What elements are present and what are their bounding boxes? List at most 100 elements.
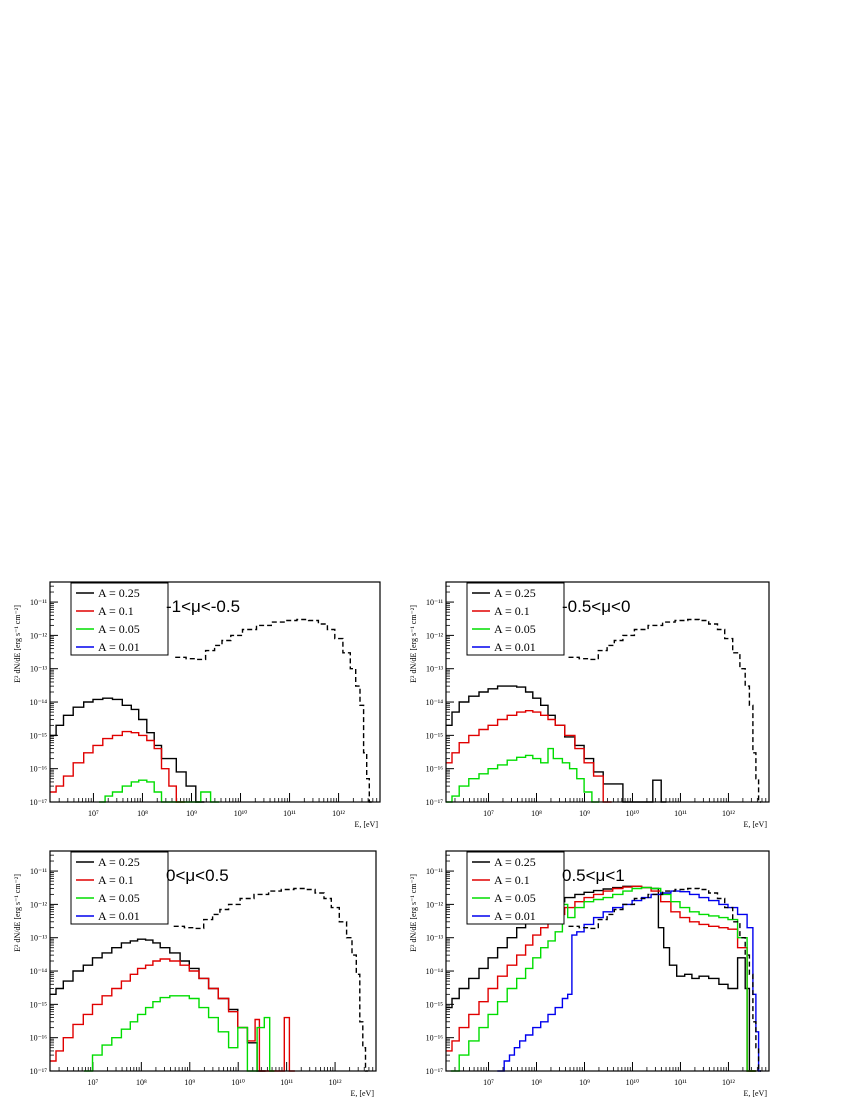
chart-panel-1: 10⁻¹⁷ 10⁻¹⁶ 10⁻¹⁵ 10⁻¹⁴ 10⁻¹³ 10⁻¹² 10⁻¹¹ 10⁷ 10…	[13, 581, 381, 829]
y-tick-label: 10⁻¹²	[30, 900, 48, 909]
x-axis-label: E, [eV]	[354, 820, 378, 829]
series-dashed-line	[568, 618, 761, 803]
x-tick-label: 10⁸	[531, 1078, 542, 1087]
y-tick-label: 10⁻¹⁷	[30, 1067, 48, 1076]
chart-panel-3: 10⁻¹⁷ 10⁻¹⁶ 10⁻¹⁵ 10⁻¹⁴ 10⁻¹³ 10⁻¹² 10⁻¹¹ 10⁷ 10…	[13, 850, 377, 1098]
x-axis-label: E, [eV]	[743, 1089, 767, 1098]
legend-entry-label: A = 0.05	[98, 891, 140, 905]
legend-entry-label: A = 0.25	[98, 586, 140, 600]
x-tick-label: 10¹⁰	[234, 809, 248, 818]
plot-frame	[49, 581, 381, 803]
x-tick-label: 10⁸	[136, 1078, 147, 1087]
legend-box	[466, 851, 565, 925]
legend-entry-label: A = 0.05	[98, 622, 140, 636]
x-axis-label: E, [eV]	[350, 1089, 374, 1098]
y-tick-label: 10⁻¹²	[426, 900, 444, 909]
y-tick-label: 10⁻¹⁶	[30, 765, 48, 774]
y-tick-label: 10⁻¹¹	[426, 598, 444, 607]
legend-entry-label: A = 0.25	[494, 855, 536, 869]
x-tick-label: 10¹²	[332, 809, 345, 818]
legend-entry-label: A = 0.05	[494, 622, 536, 636]
x-tick-label: 10⁷	[483, 1078, 494, 1087]
series-line-2	[50, 958, 295, 1072]
y-tick-label: 10⁻¹⁴	[30, 967, 48, 976]
legend: A = 0.25 A = 0.1 A = 0.05 A = 0.01	[70, 851, 169, 925]
y-tick-label: 10⁻¹⁶	[30, 1034, 48, 1043]
x-tick-label: 10¹¹	[674, 809, 687, 818]
y-axis-label: E² dN/dE [erg s⁻¹ cm⁻²]	[13, 874, 22, 952]
legend-entry-label: A = 0.01	[98, 640, 140, 654]
series-line-3	[84, 995, 275, 1072]
legend-box	[70, 582, 169, 656]
y-tick-label: 10⁻¹⁷	[426, 1067, 444, 1076]
legend: A = 0.25 A = 0.1 A = 0.05 A = 0.01	[70, 582, 169, 656]
legend-entry-label: A = 0.25	[494, 586, 536, 600]
y-tick-label: 10⁻¹⁵	[426, 1000, 444, 1009]
series-line-3	[450, 886, 756, 1072]
y-tick-label: 10⁻¹¹	[426, 867, 444, 876]
panel-annotation: 0<μ<0.5	[166, 866, 229, 885]
y-tick-label: 10⁻¹¹	[30, 867, 48, 876]
legend-entry-label: A = 0.1	[494, 604, 530, 618]
series-line-1	[446, 685, 667, 803]
series-dashed-line	[568, 887, 761, 1072]
y-tick-label: 10⁻¹⁶	[426, 1034, 444, 1043]
y-tick-label: 10⁻¹⁴	[30, 698, 48, 707]
x-tick-label: 10⁷	[483, 809, 494, 818]
plot-frame	[445, 850, 770, 1072]
y-tick-label: 10⁻¹³	[30, 934, 48, 943]
y-tick-label: 10⁻¹⁵	[30, 1000, 48, 1009]
y-tick-label: 10⁻¹⁵	[426, 731, 444, 740]
x-tick-label: 10¹⁰	[231, 1078, 245, 1087]
y-tick-label: 10⁻¹⁴	[426, 698, 444, 707]
y-axis-label: E² dN/dE [erg s⁻¹ cm⁻²]	[13, 605, 22, 683]
y-tick-label: 10⁻¹³	[426, 665, 444, 674]
series-line-3	[99, 779, 220, 803]
series-line-2	[446, 710, 612, 803]
x-tick-label: 10¹²	[722, 1078, 735, 1087]
panel-annotation: -0.5<μ<0	[562, 597, 630, 616]
x-axis-label: E, [eV]	[743, 820, 767, 829]
plot-frame	[49, 850, 377, 1072]
y-tick-label: 10⁻¹⁷	[30, 798, 48, 807]
legend-entry-label: A = 0.01	[494, 909, 536, 923]
chart-panel-2: 10⁻¹⁷ 10⁻¹⁶ 10⁻¹⁵ 10⁻¹⁴ 10⁻¹³ 10⁻¹² 10⁻¹¹ 10⁷ 10…	[409, 581, 770, 829]
legend: A = 0.25 A = 0.1 A = 0.05 A = 0.01	[466, 582, 565, 656]
series-dashed-line	[173, 887, 368, 1072]
legend-entry-label: A = 0.1	[98, 873, 134, 887]
series-dashed-line	[175, 618, 372, 803]
x-tick-label: 10¹¹	[283, 809, 296, 818]
x-tick-label: 10⁷	[88, 809, 99, 818]
x-tick-label: 10⁸	[137, 809, 148, 818]
x-tick-label: 10⁹	[184, 1078, 195, 1087]
legend-entry-label: A = 0.25	[98, 855, 140, 869]
x-tick-label: 10¹¹	[280, 1078, 293, 1087]
legend-entry-label: A = 0.1	[494, 873, 530, 887]
y-tick-label: 10⁻¹²	[426, 631, 444, 640]
x-tick-label: 10⁸	[531, 809, 542, 818]
y-axis-label: E² dN/dE [erg s⁻¹ cm⁻²]	[409, 605, 418, 683]
chart-panel-4: 10⁻¹⁷ 10⁻¹⁶ 10⁻¹⁵ 10⁻¹⁴ 10⁻¹³ 10⁻¹² 10⁻¹¹ 10⁷ 10…	[409, 850, 770, 1098]
panel-annotation: 0.5<μ<1	[562, 866, 625, 885]
x-tick-label: 10¹¹	[674, 1078, 687, 1087]
x-tick-label: 10⁷	[88, 1078, 99, 1087]
series-line-1	[50, 697, 205, 803]
x-tick-label: 10¹²	[722, 809, 735, 818]
y-tick-label: 10⁻¹³	[30, 665, 48, 674]
plot-frame	[445, 581, 770, 803]
legend: A = 0.25 A = 0.1 A = 0.05 A = 0.01	[466, 851, 565, 925]
y-tick-label: 10⁻¹⁵	[30, 731, 48, 740]
y-tick-label: 10⁻¹³	[426, 934, 444, 943]
y-tick-label: 10⁻¹⁶	[426, 765, 444, 774]
x-tick-label: 10⁹	[579, 1078, 590, 1087]
x-tick-label: 10¹⁰	[626, 809, 640, 818]
series-line-3	[446, 747, 600, 803]
x-tick-label: 10¹²	[329, 1078, 342, 1087]
x-tick-label: 10⁹	[579, 809, 590, 818]
y-tick-label: 10⁻¹¹	[30, 598, 48, 607]
legend-entry-label: A = 0.05	[494, 891, 536, 905]
legend-entry-label: A = 0.01	[98, 909, 140, 923]
y-tick-label: 10⁻¹⁷	[426, 798, 444, 807]
panel-annotation: -1<μ<-0.5	[166, 597, 240, 616]
series-line-4	[497, 890, 761, 1072]
